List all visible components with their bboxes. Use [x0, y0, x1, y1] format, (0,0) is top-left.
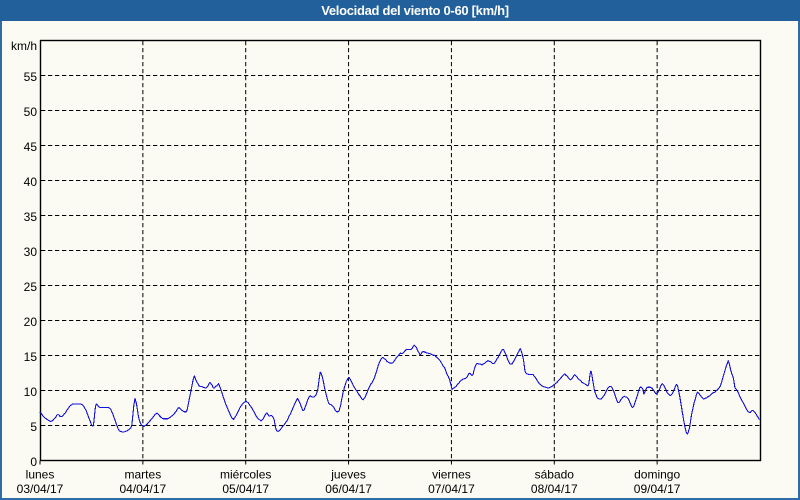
svg-text:20: 20 [24, 315, 38, 329]
svg-text:05/04/17: 05/04/17 [222, 482, 269, 496]
svg-text:5: 5 [30, 420, 37, 434]
svg-text:45: 45 [24, 140, 38, 154]
svg-text:09/04/17: 09/04/17 [634, 482, 681, 496]
svg-text:viernes: viernes [432, 468, 471, 482]
svg-text:sábado: sábado [535, 468, 575, 482]
svg-text:miércoles: miércoles [220, 468, 271, 482]
svg-text:04/04/17: 04/04/17 [120, 482, 167, 496]
svg-text:martes: martes [125, 468, 162, 482]
svg-text:jueves: jueves [330, 468, 366, 482]
svg-text:10: 10 [24, 385, 38, 399]
svg-text:07/04/17: 07/04/17 [428, 482, 475, 496]
svg-text:03/04/17: 03/04/17 [17, 482, 64, 496]
svg-text:08/04/17: 08/04/17 [531, 482, 578, 496]
svg-text:06/04/17: 06/04/17 [325, 482, 372, 496]
svg-text:lunes: lunes [26, 468, 55, 482]
svg-text:km/h: km/h [11, 39, 37, 53]
svg-text:0: 0 [30, 455, 37, 469]
svg-text:40: 40 [24, 175, 38, 189]
svg-text:30: 30 [24, 245, 38, 259]
svg-text:35: 35 [24, 210, 38, 224]
svg-text:50: 50 [24, 105, 38, 119]
svg-text:25: 25 [24, 280, 38, 294]
svg-text:55: 55 [24, 70, 38, 84]
svg-text:domingo: domingo [634, 468, 680, 482]
svg-text:15: 15 [24, 350, 38, 364]
